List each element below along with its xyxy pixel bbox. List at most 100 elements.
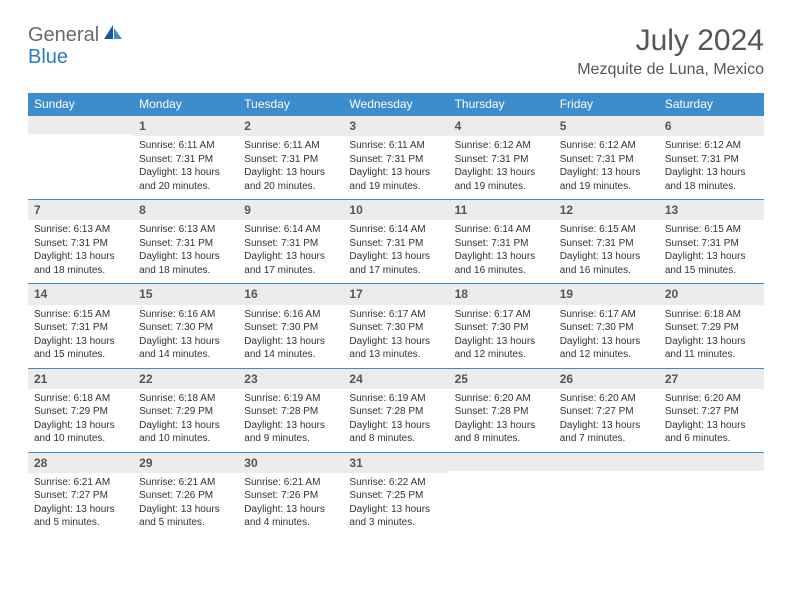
day-line: Daylight: 13 hours <box>349 419 442 433</box>
weekday-header-row: SundayMondayTuesdayWednesdayThursdayFrid… <box>28 93 764 116</box>
day-content: Sunrise: 6:20 AMSunset: 7:27 PMDaylight:… <box>554 389 659 452</box>
day-number: 9 <box>238 200 343 220</box>
day-line: and 15 minutes. <box>665 264 758 278</box>
day-line: Sunrise: 6:12 AM <box>665 139 758 153</box>
day-line: Sunrise: 6:20 AM <box>455 392 548 406</box>
day-line: Sunrise: 6:17 AM <box>560 308 653 322</box>
day-line: and 18 minutes. <box>665 180 758 194</box>
weekday-header: Friday <box>554 93 659 116</box>
day-cell: 25Sunrise: 6:20 AMSunset: 7:28 PMDayligh… <box>449 369 554 452</box>
day-line: Sunset: 7:27 PM <box>34 489 127 503</box>
day-line: Daylight: 13 hours <box>244 335 337 349</box>
day-line: Sunrise: 6:16 AM <box>139 308 232 322</box>
day-line: Sunrise: 6:18 AM <box>665 308 758 322</box>
day-number: 8 <box>133 200 238 220</box>
day-content: Sunrise: 6:17 AMSunset: 7:30 PMDaylight:… <box>554 305 659 368</box>
day-line: Daylight: 13 hours <box>349 250 442 264</box>
day-number: 24 <box>343 369 448 389</box>
day-line: Daylight: 13 hours <box>560 335 653 349</box>
weekday-header: Saturday <box>659 93 764 116</box>
day-cell: 17Sunrise: 6:17 AMSunset: 7:30 PMDayligh… <box>343 284 448 367</box>
day-line: Sunrise: 6:20 AM <box>665 392 758 406</box>
location: Mezquite de Luna, Mexico <box>577 61 764 79</box>
day-cell: 9Sunrise: 6:14 AMSunset: 7:31 PMDaylight… <box>238 200 343 283</box>
day-content: Sunrise: 6:11 AMSunset: 7:31 PMDaylight:… <box>133 136 238 199</box>
day-content: Sunrise: 6:16 AMSunset: 7:30 PMDaylight:… <box>133 305 238 368</box>
day-line: Sunrise: 6:12 AM <box>455 139 548 153</box>
day-content: Sunrise: 6:16 AMSunset: 7:30 PMDaylight:… <box>238 305 343 368</box>
week-row: 28Sunrise: 6:21 AMSunset: 7:27 PMDayligh… <box>28 453 764 536</box>
day-content: Sunrise: 6:12 AMSunset: 7:31 PMDaylight:… <box>449 136 554 199</box>
day-line: Daylight: 13 hours <box>560 166 653 180</box>
day-number: 23 <box>238 369 343 389</box>
day-content: Sunrise: 6:19 AMSunset: 7:28 PMDaylight:… <box>238 389 343 452</box>
day-number: 6 <box>659 116 764 136</box>
day-content: Sunrise: 6:17 AMSunset: 7:30 PMDaylight:… <box>449 305 554 368</box>
day-line: Sunrise: 6:15 AM <box>34 308 127 322</box>
day-number: 27 <box>659 369 764 389</box>
day-line: and 18 minutes. <box>34 264 127 278</box>
day-cell <box>659 453 764 536</box>
weekday-header: Monday <box>133 93 238 116</box>
day-line: Daylight: 13 hours <box>34 503 127 517</box>
day-line: Daylight: 13 hours <box>139 166 232 180</box>
day-line: Sunset: 7:31 PM <box>34 321 127 335</box>
day-line: Daylight: 13 hours <box>244 166 337 180</box>
day-line: and 9 minutes. <box>244 432 337 446</box>
weekday-header: Thursday <box>449 93 554 116</box>
day-cell: 6Sunrise: 6:12 AMSunset: 7:31 PMDaylight… <box>659 116 764 199</box>
day-line: Sunset: 7:27 PM <box>665 405 758 419</box>
day-line: Daylight: 13 hours <box>139 503 232 517</box>
day-line: Daylight: 13 hours <box>665 335 758 349</box>
day-cell: 22Sunrise: 6:18 AMSunset: 7:29 PMDayligh… <box>133 369 238 452</box>
day-cell: 1Sunrise: 6:11 AMSunset: 7:31 PMDaylight… <box>133 116 238 199</box>
day-cell: 7Sunrise: 6:13 AMSunset: 7:31 PMDaylight… <box>28 200 133 283</box>
week-row: 7Sunrise: 6:13 AMSunset: 7:31 PMDaylight… <box>28 200 764 284</box>
day-line: Daylight: 13 hours <box>349 503 442 517</box>
day-line: and 17 minutes. <box>349 264 442 278</box>
day-content: Sunrise: 6:21 AMSunset: 7:27 PMDaylight:… <box>28 473 133 536</box>
day-cell <box>28 116 133 199</box>
header: General July 2024 Mezquite de Luna, Mexi… <box>28 24 764 79</box>
day-cell: 31Sunrise: 6:22 AMSunset: 7:25 PMDayligh… <box>343 453 448 536</box>
calendar: SundayMondayTuesdayWednesdayThursdayFrid… <box>28 93 764 536</box>
day-line: and 11 minutes. <box>665 348 758 362</box>
day-number: 11 <box>449 200 554 220</box>
day-line: and 12 minutes. <box>455 348 548 362</box>
day-cell: 12Sunrise: 6:15 AMSunset: 7:31 PMDayligh… <box>554 200 659 283</box>
day-content: Sunrise: 6:14 AMSunset: 7:31 PMDaylight:… <box>343 220 448 283</box>
day-number: 17 <box>343 284 448 304</box>
day-cell: 8Sunrise: 6:13 AMSunset: 7:31 PMDaylight… <box>133 200 238 283</box>
day-line: Daylight: 13 hours <box>139 250 232 264</box>
day-number: 2 <box>238 116 343 136</box>
day-cell: 28Sunrise: 6:21 AMSunset: 7:27 PMDayligh… <box>28 453 133 536</box>
day-line: and 19 minutes. <box>455 180 548 194</box>
day-line: Sunrise: 6:21 AM <box>139 476 232 490</box>
day-line: Daylight: 13 hours <box>244 419 337 433</box>
day-number: 25 <box>449 369 554 389</box>
day-line: and 20 minutes. <box>244 180 337 194</box>
day-cell: 2Sunrise: 6:11 AMSunset: 7:31 PMDaylight… <box>238 116 343 199</box>
day-content: Sunrise: 6:15 AMSunset: 7:31 PMDaylight:… <box>554 220 659 283</box>
day-line: Sunset: 7:31 PM <box>244 237 337 251</box>
week-row: 21Sunrise: 6:18 AMSunset: 7:29 PMDayligh… <box>28 369 764 453</box>
day-line: Sunrise: 6:16 AM <box>244 308 337 322</box>
day-line: Sunset: 7:30 PM <box>455 321 548 335</box>
day-number: 4 <box>449 116 554 136</box>
day-content: Sunrise: 6:11 AMSunset: 7:31 PMDaylight:… <box>343 136 448 199</box>
day-line: Daylight: 13 hours <box>139 335 232 349</box>
day-content: Sunrise: 6:20 AMSunset: 7:27 PMDaylight:… <box>659 389 764 452</box>
day-line: and 8 minutes. <box>349 432 442 446</box>
day-content <box>449 471 554 480</box>
day-line: Sunset: 7:30 PM <box>244 321 337 335</box>
day-content: Sunrise: 6:11 AMSunset: 7:31 PMDaylight:… <box>238 136 343 199</box>
day-line: Sunset: 7:29 PM <box>34 405 127 419</box>
day-cell: 30Sunrise: 6:21 AMSunset: 7:26 PMDayligh… <box>238 453 343 536</box>
day-line: Sunrise: 6:20 AM <box>560 392 653 406</box>
day-number: 30 <box>238 453 343 473</box>
week-row: 14Sunrise: 6:15 AMSunset: 7:31 PMDayligh… <box>28 284 764 368</box>
day-cell <box>554 453 659 536</box>
week-row: 1Sunrise: 6:11 AMSunset: 7:31 PMDaylight… <box>28 116 764 200</box>
day-content: Sunrise: 6:13 AMSunset: 7:31 PMDaylight:… <box>133 220 238 283</box>
day-line: Daylight: 13 hours <box>455 335 548 349</box>
